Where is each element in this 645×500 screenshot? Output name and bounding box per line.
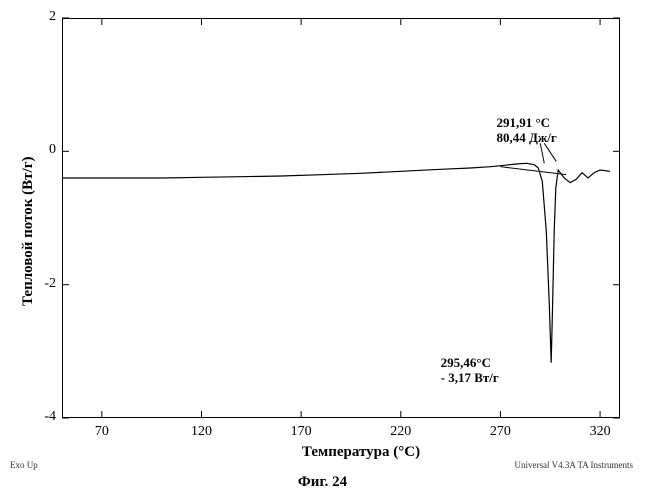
y-tick-label: 2 — [26, 9, 56, 25]
onset-enthalpy: 80,44 Дж/г — [496, 130, 556, 145]
x-tick-label: 270 — [480, 424, 520, 440]
x-tick-label: 120 — [182, 424, 222, 440]
y-tick-label: -4 — [26, 409, 56, 425]
footnote-software: Universal V4.3A TA Instruments — [515, 460, 633, 470]
peak-temp: 295,46°С — [441, 355, 491, 370]
onset-temp: 291,91 °С — [496, 115, 550, 130]
x-tick-label: 320 — [580, 424, 620, 440]
x-tick-label: 170 — [281, 424, 321, 440]
x-tick-label: 70 — [82, 424, 122, 440]
figure-root: Тепловой поток (Вт/г) Температура (°С) 2… — [0, 0, 645, 500]
y-tick-label: -2 — [26, 276, 56, 292]
figure-caption: Фиг. 24 — [283, 474, 363, 491]
peak-heatflow: - 3,17 Вт/г — [441, 370, 499, 385]
y-tick-label: 0 — [26, 142, 56, 158]
x-axis-label: Температура (°С) — [261, 444, 461, 461]
onset-annotation: 291,91 °С 80,44 Дж/г — [496, 115, 556, 146]
peak-annotation: 295,46°С - 3,17 Вт/г — [441, 355, 499, 386]
footnote-exo-up: Exo Up — [10, 460, 38, 470]
x-tick-label: 220 — [381, 424, 421, 440]
